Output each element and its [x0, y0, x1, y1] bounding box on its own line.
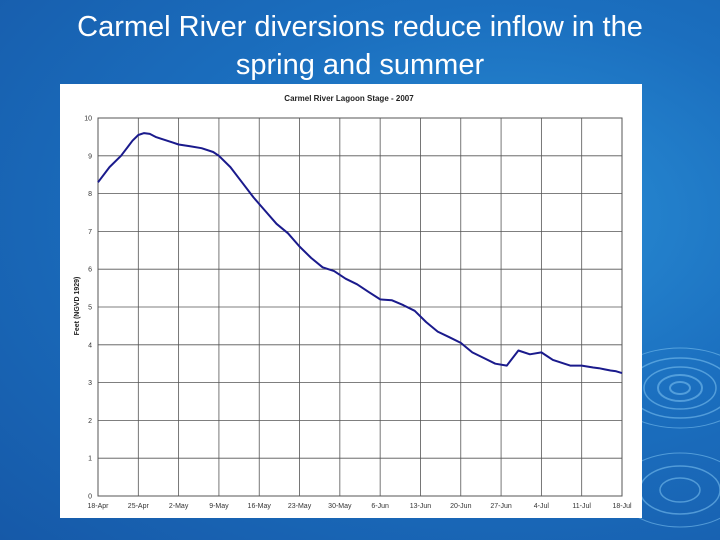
y-tick-label: 3	[88, 380, 92, 387]
x-tick-labels: 18-Apr 25-Apr 2-May 9-May 16-May 23-May 30-May…	[87, 503, 631, 510]
y-tick-label: 0	[88, 494, 92, 501]
grid-lines	[97, 117, 623, 497]
slide-title: Carmel River diversions reduce inflow in…	[0, 8, 720, 84]
x-tick-label: 11-Jul	[572, 503, 591, 510]
x-tick-label: 13-Jun	[410, 503, 432, 510]
slide-title-line-2: spring and summer	[235, 49, 485, 81]
x-tick-label: 16-May	[248, 503, 272, 510]
y-tick-label: 7	[88, 229, 92, 236]
x-tick-label: 25-Apr	[128, 503, 150, 510]
x-tick-label: 6-Jun	[371, 503, 389, 510]
series-line-lagoon-stage	[97, 132, 623, 375]
y-tick-labels: 0 1 2 3 4 5 6 7 8 9 10	[84, 116, 92, 501]
y-tick-label: 6	[88, 267, 92, 274]
y-tick-label: 1	[88, 456, 92, 463]
lagoon-stage-chart: Carmel River Lagoon Stage - 2007 Feet (N…	[74, 94, 632, 510]
x-tick-label: 27-Jun	[490, 503, 512, 510]
x-tick-label: 9-May	[209, 503, 229, 510]
y-tick-label: 5	[88, 305, 92, 312]
y-tick-label: 9	[88, 153, 92, 160]
y-tick-label: 8	[88, 191, 92, 198]
x-tick-label: 23-May	[288, 503, 312, 510]
y-tick-label: 2	[88, 418, 92, 425]
x-tick-label: 18-Apr	[87, 503, 109, 510]
x-tick-label: 4-Jul	[534, 503, 550, 510]
y-tick-label: 10	[84, 116, 92, 123]
x-tick-label: 30-May	[328, 503, 352, 510]
y-tick-label: 4	[88, 342, 92, 349]
x-tick-label: 18-Jul	[612, 503, 632, 510]
plot-area-frame	[97, 117, 623, 497]
x-tick-label: 2-May	[169, 503, 189, 510]
slide-title-line-1: Carmel River diversions reduce inflow in…	[77, 11, 643, 43]
y-axis-label: Feet (NGVD 1929)	[74, 277, 81, 336]
chart-title: Carmel River Lagoon Stage - 2007	[284, 94, 414, 103]
x-tick-label: 20-Jun	[450, 503, 472, 510]
chart-panel: Carmel River Lagoon Stage - 2007 Feet (N…	[60, 84, 642, 518]
